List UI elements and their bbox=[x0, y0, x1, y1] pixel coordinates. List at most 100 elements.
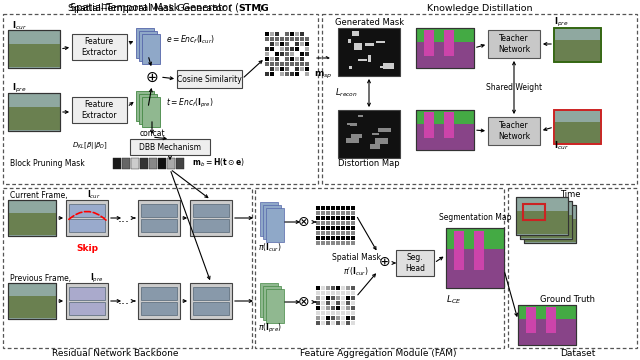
Text: Generated Mask: Generated Mask bbox=[335, 18, 404, 27]
Bar bbox=[346, 301, 350, 305]
Bar bbox=[488, 30, 540, 58]
Bar bbox=[336, 241, 340, 245]
Text: $\mathbf{I}_{pre}$: $\mathbf{I}_{pre}$ bbox=[12, 81, 27, 95]
Bar bbox=[336, 301, 340, 305]
Bar bbox=[8, 213, 56, 235]
Bar bbox=[326, 241, 330, 245]
Text: Residual Network Backbone: Residual Network Backbone bbox=[52, 350, 179, 359]
Bar bbox=[336, 296, 340, 300]
Bar bbox=[321, 226, 325, 230]
Bar bbox=[285, 42, 289, 46]
Bar bbox=[136, 91, 154, 121]
Bar bbox=[326, 321, 330, 325]
Bar bbox=[141, 302, 177, 315]
Bar bbox=[260, 202, 278, 236]
Bar bbox=[270, 62, 274, 66]
Bar bbox=[275, 42, 279, 46]
Text: $D_{KL}[\beta||\beta_D]$: $D_{KL}[\beta||\beta_D]$ bbox=[72, 140, 108, 150]
Bar bbox=[3, 14, 318, 184]
Bar bbox=[518, 305, 576, 345]
Bar bbox=[351, 241, 355, 245]
Bar bbox=[149, 158, 157, 169]
Bar bbox=[331, 216, 335, 220]
Bar bbox=[346, 211, 350, 215]
Bar bbox=[316, 291, 320, 295]
Bar bbox=[72, 34, 127, 60]
Bar bbox=[316, 306, 320, 310]
Bar bbox=[351, 216, 355, 220]
Bar bbox=[3, 188, 252, 348]
Text: ): ) bbox=[258, 4, 262, 13]
Bar bbox=[518, 319, 576, 345]
Bar bbox=[8, 283, 56, 319]
Bar bbox=[263, 205, 281, 239]
Bar bbox=[336, 236, 340, 240]
Bar bbox=[351, 296, 355, 300]
Bar bbox=[368, 55, 371, 62]
Bar bbox=[416, 28, 474, 68]
Bar bbox=[290, 37, 294, 41]
Bar bbox=[351, 231, 355, 235]
Bar bbox=[290, 32, 294, 36]
Bar bbox=[316, 226, 320, 230]
Bar bbox=[290, 62, 294, 66]
Bar bbox=[321, 286, 325, 290]
Bar bbox=[351, 286, 355, 290]
Bar bbox=[321, 241, 325, 245]
Bar bbox=[316, 311, 320, 315]
Bar bbox=[321, 306, 325, 310]
Bar bbox=[193, 204, 229, 217]
Bar bbox=[295, 52, 299, 56]
Text: concat: concat bbox=[139, 129, 165, 138]
Bar bbox=[285, 67, 289, 71]
Bar bbox=[341, 226, 345, 230]
Bar bbox=[354, 43, 362, 50]
Bar bbox=[270, 57, 274, 61]
Bar bbox=[265, 62, 269, 66]
Bar bbox=[346, 206, 350, 210]
Bar bbox=[331, 286, 335, 290]
Bar bbox=[336, 291, 340, 295]
Text: $\pi'(\mathbf{I}_{cur})$: $\pi'(\mathbf{I}_{cur})$ bbox=[343, 266, 369, 278]
Bar bbox=[326, 221, 330, 225]
Bar bbox=[554, 122, 601, 143]
Text: Teacher
Network: Teacher Network bbox=[498, 121, 530, 141]
Bar bbox=[341, 241, 345, 245]
Bar bbox=[280, 32, 284, 36]
Bar bbox=[508, 188, 637, 348]
Bar bbox=[141, 219, 177, 232]
Bar bbox=[488, 117, 540, 145]
Bar bbox=[260, 283, 278, 317]
Bar bbox=[300, 32, 304, 36]
Bar bbox=[285, 47, 289, 51]
Bar bbox=[8, 30, 60, 68]
Bar bbox=[446, 249, 504, 288]
Bar bbox=[265, 72, 269, 76]
Text: Dataset: Dataset bbox=[560, 350, 596, 359]
Bar bbox=[331, 316, 335, 320]
Bar bbox=[285, 52, 289, 56]
Bar bbox=[290, 42, 294, 46]
Bar bbox=[122, 158, 130, 169]
Bar bbox=[193, 219, 229, 232]
Bar bbox=[416, 124, 474, 150]
Bar bbox=[316, 321, 320, 325]
Bar bbox=[331, 296, 335, 300]
Bar bbox=[190, 283, 232, 319]
Bar bbox=[524, 205, 576, 243]
Bar bbox=[526, 307, 536, 333]
Bar bbox=[336, 316, 340, 320]
Bar bbox=[348, 39, 351, 43]
Bar bbox=[158, 158, 166, 169]
Text: Seg.
Head: Seg. Head bbox=[405, 253, 425, 273]
Bar bbox=[444, 112, 454, 138]
Bar bbox=[331, 291, 335, 295]
Text: Segmentation Map: Segmentation Map bbox=[439, 213, 511, 222]
Bar bbox=[336, 306, 340, 310]
Bar bbox=[305, 52, 309, 56]
Bar bbox=[300, 62, 304, 66]
Bar bbox=[341, 316, 345, 320]
Bar bbox=[375, 138, 388, 144]
Bar bbox=[136, 28, 154, 58]
Text: Ground Truth: Ground Truth bbox=[540, 296, 595, 305]
